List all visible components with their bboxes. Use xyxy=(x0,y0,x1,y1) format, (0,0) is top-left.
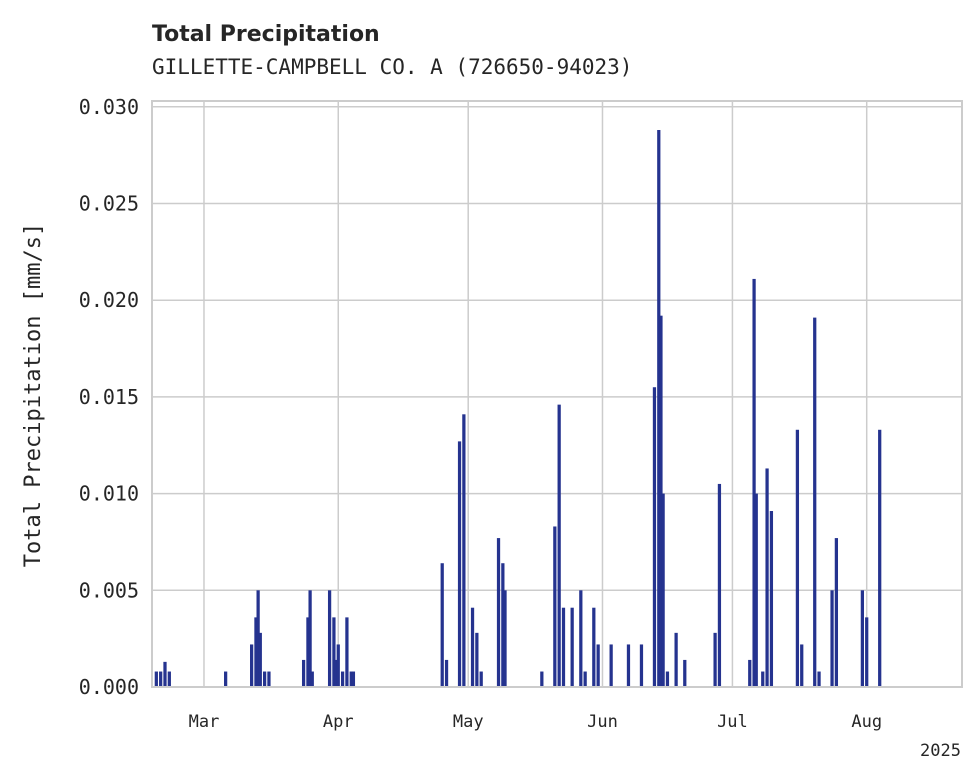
bar-series xyxy=(154,130,882,688)
x-axis: Mar Apr May Jun Jul Aug xyxy=(189,712,882,732)
precip-bar xyxy=(596,644,600,687)
plot-frame xyxy=(151,100,963,688)
precip-bar xyxy=(301,659,306,687)
y-tick-label: 0.015 xyxy=(79,385,139,409)
precip-bar xyxy=(579,590,583,687)
precip-bar xyxy=(332,617,336,687)
x-tick-label: May xyxy=(453,712,484,732)
y-tick-label: 0.030 xyxy=(79,95,139,119)
precip-bar xyxy=(761,671,765,687)
precip-bar xyxy=(865,617,869,687)
x-tick-label: Jul xyxy=(717,712,748,732)
precip-bar xyxy=(167,671,171,687)
precip-bar xyxy=(254,617,258,687)
precip-bar xyxy=(349,671,353,687)
precip-bar xyxy=(553,526,557,687)
precip-bar xyxy=(659,315,663,687)
precip-bar xyxy=(834,538,839,687)
chart-title: Total Precipitation xyxy=(152,22,380,47)
x-tick-label: Aug xyxy=(851,712,882,732)
precip-bar xyxy=(609,644,613,687)
y-tick-label: 0.010 xyxy=(79,482,139,506)
precip-bar xyxy=(661,493,665,687)
precip-bar xyxy=(258,632,262,687)
precip-bar xyxy=(557,404,561,687)
precip-bar xyxy=(163,661,167,687)
precip-bar xyxy=(262,671,267,687)
precip-bar xyxy=(345,617,349,687)
y-axis-label: Total Precipitation [mm/s] xyxy=(21,223,46,567)
precip-bar xyxy=(717,483,722,687)
grid-lines xyxy=(152,101,962,688)
precip-bar xyxy=(657,130,661,688)
precip-bar xyxy=(334,659,338,687)
x-tick-label: Mar xyxy=(189,712,220,732)
precip-bar xyxy=(256,590,260,687)
precip-bar xyxy=(340,671,345,687)
precip-bar xyxy=(860,590,864,687)
precip-bar xyxy=(267,671,271,687)
precip-bar xyxy=(250,644,254,687)
precip-bar xyxy=(444,659,449,687)
y-tick-label: 0.020 xyxy=(79,288,139,312)
precip-bar xyxy=(639,644,644,687)
precip-bar xyxy=(501,563,505,687)
precip-bar xyxy=(795,429,800,687)
precip-bar xyxy=(457,441,462,687)
precip-bar xyxy=(540,671,544,687)
precip-bar xyxy=(813,317,817,687)
precip-bar xyxy=(626,644,631,687)
precip-bar xyxy=(310,671,314,687)
precip-bar xyxy=(830,590,834,687)
precip-bar xyxy=(479,671,483,687)
precip-bar xyxy=(754,493,758,687)
precip-bar xyxy=(159,671,163,687)
precip-bar xyxy=(592,607,596,687)
precip-bar xyxy=(800,644,804,687)
y-tick-label: 0.025 xyxy=(79,192,139,216)
precip-bar xyxy=(308,590,312,687)
y-tick-label: 0.000 xyxy=(79,675,139,699)
precip-bar xyxy=(713,632,717,687)
precip-bar xyxy=(583,671,587,687)
x-axis-year-label: 2025 xyxy=(920,741,961,761)
precip-bar xyxy=(674,632,678,687)
precip-bar xyxy=(503,590,507,687)
precip-bar xyxy=(652,387,657,687)
precip-bar xyxy=(683,659,687,687)
precip-bar xyxy=(748,659,752,687)
chart-subtitle: GILLETTE-CAMPBELL CO. A (726650-94023) xyxy=(152,55,632,79)
precip-bar xyxy=(306,617,310,687)
precip-bar xyxy=(351,671,356,687)
precip-bar xyxy=(817,671,821,687)
x-tick-label: Jun xyxy=(587,712,618,732)
precip-bar xyxy=(496,538,501,687)
precip-bar xyxy=(336,644,340,687)
precip-bar xyxy=(769,511,774,687)
precip-bar xyxy=(154,671,158,687)
precip-bar xyxy=(475,632,479,687)
y-tick-label: 0.005 xyxy=(79,578,139,602)
precip-bar xyxy=(561,607,566,687)
precip-bar xyxy=(570,607,574,687)
y-axis: 0.000 0.005 0.010 0.015 0.020 0.025 0.030 xyxy=(79,95,139,699)
x-tick-label: Apr xyxy=(323,712,354,732)
precip-bar xyxy=(765,468,769,687)
precip-bar xyxy=(752,278,756,687)
precip-bar xyxy=(224,671,228,687)
precip-bar xyxy=(327,590,332,687)
precip-bar xyxy=(440,563,444,687)
precip-bar xyxy=(665,671,670,687)
precip-bar xyxy=(470,607,475,687)
precip-bar xyxy=(878,429,882,687)
precip-bar xyxy=(462,414,466,687)
